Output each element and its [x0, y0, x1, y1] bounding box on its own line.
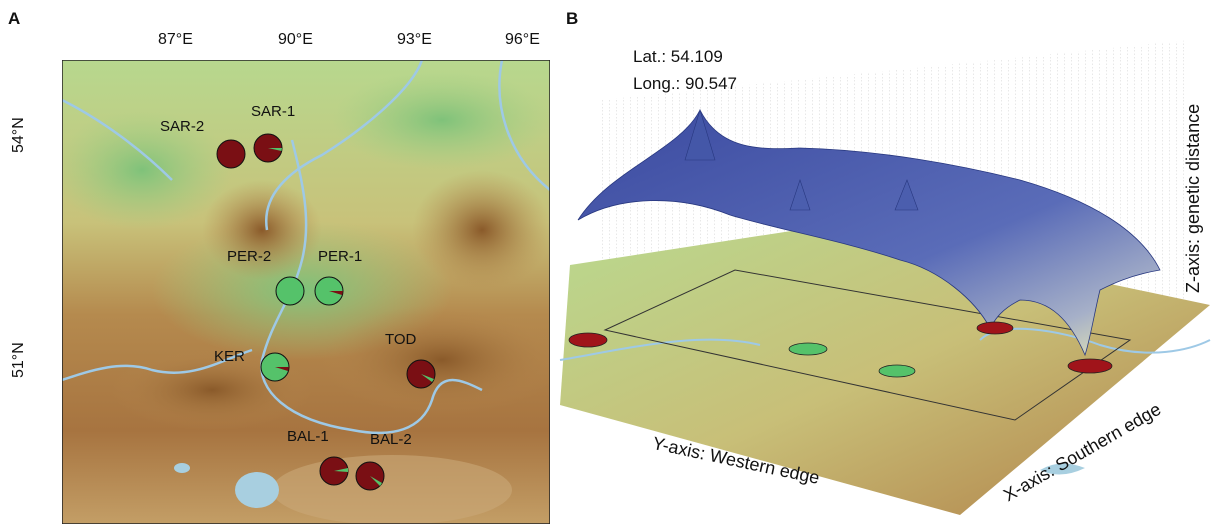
site-pie-per-2 [275, 276, 305, 306]
inner-grid-rect [603, 269, 1132, 421]
lake [235, 472, 279, 508]
site-label: SAR-2 [160, 118, 205, 135]
ground-pie [878, 364, 916, 378]
lon-tick-96: 96°E [505, 31, 540, 48]
ground-pie [788, 342, 828, 356]
site-pie-sar-2 [216, 139, 246, 169]
long-readout: Long.: 90.547 [633, 74, 737, 93]
surface-mesh [577, 109, 1161, 357]
lon-tick-93: 93°E [397, 31, 432, 48]
ground-pie [1067, 358, 1113, 374]
terrain-map [62, 60, 550, 524]
site-label: KER [214, 348, 245, 365]
site-markers [216, 133, 436, 491]
rivers [62, 60, 550, 435]
z-axis-label: Z-axis: genetic distance [1183, 103, 1203, 293]
lon-tick-90: 90°E [278, 31, 313, 48]
genetic-distance-surface [559, 40, 1211, 515]
lon-tick-87: 87°E [158, 31, 193, 48]
site-label: BAL-1 [287, 428, 329, 445]
ground-pie [976, 321, 1014, 335]
panel-a-letter: A [8, 9, 21, 28]
site-label: PER-1 [318, 248, 363, 265]
ground-pie [568, 332, 608, 348]
panel-b-letter: B [566, 9, 579, 28]
site-label: PER-2 [227, 248, 272, 265]
lat-readout: Lat.: 54.109 [633, 47, 723, 66]
site-label: TOD [385, 331, 417, 348]
site-label: BAL-2 [370, 431, 412, 448]
site-label: SAR-1 [251, 103, 296, 120]
